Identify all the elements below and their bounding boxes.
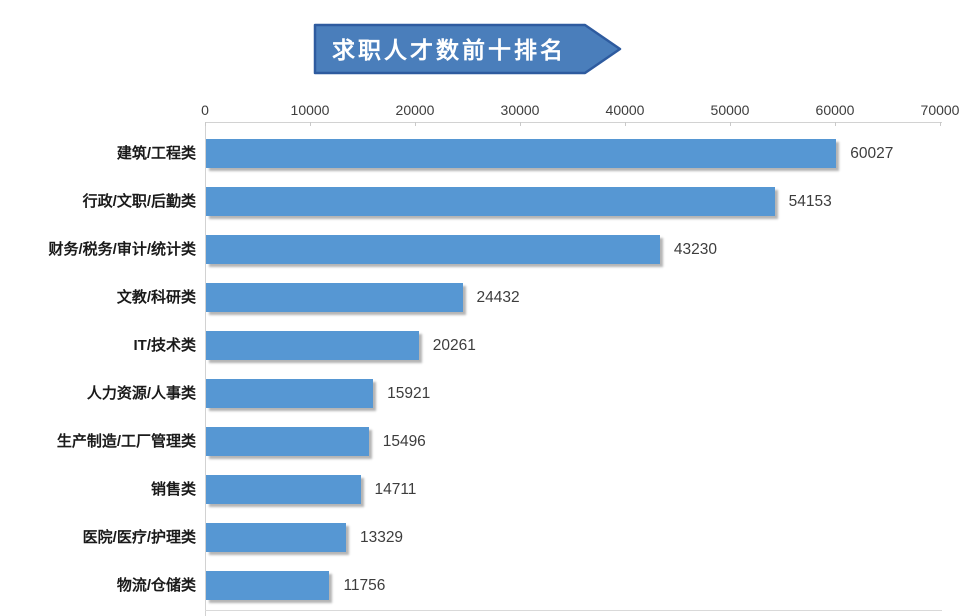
bar: [206, 331, 419, 360]
x-tick-mark: [835, 122, 836, 126]
x-tick-label: 10000: [290, 102, 330, 118]
x-tick-label: 70000: [920, 102, 960, 118]
y-axis-line: [205, 122, 206, 616]
x-tick-label: 50000: [710, 102, 750, 118]
bar-row: 24432: [206, 274, 941, 322]
x-tick-label: 0: [201, 102, 209, 118]
x-tick-mark: [520, 122, 521, 126]
x-tick-mark: [625, 122, 626, 126]
bar-row: 13329: [206, 514, 941, 562]
x-tick-mark: [310, 122, 311, 126]
plot-bottom-line: [205, 610, 942, 611]
plot-area: 60027 54153 43230 24432 20261 15921 15496 14711…: [206, 130, 941, 610]
category-label: 医院/医疗/护理类: [82, 529, 196, 546]
bar: [206, 523, 346, 552]
x-tick-label: 40000: [605, 102, 645, 118]
x-tick-mark: [940, 122, 941, 126]
value-label: 54153: [788, 193, 832, 210]
value-label: 11756: [343, 577, 386, 594]
bar: [206, 235, 660, 264]
x-tick-label: 60000: [815, 102, 855, 118]
x-axis-line: [205, 122, 942, 123]
bar-row: 43230: [206, 226, 941, 274]
bar: [206, 187, 775, 216]
category-label: 销售类: [150, 481, 196, 498]
value-label: 15496: [382, 433, 426, 450]
bar: [206, 475, 361, 504]
bar: [206, 427, 369, 456]
banner-arrow-polygon: [313, 23, 622, 75]
category-label: 文教/科研类: [116, 289, 196, 306]
x-tick-mark: [205, 122, 206, 126]
x-tick-mark: [415, 122, 416, 126]
x-tick-mark: [730, 122, 731, 126]
value-label: 24432: [476, 289, 520, 306]
category-label: IT/技术类: [133, 337, 197, 354]
value-label: 20261: [432, 337, 476, 354]
category-label: 财务/税务/审计/统计类: [48, 241, 196, 258]
bar-row: 15921: [206, 370, 941, 418]
bar: [206, 571, 330, 600]
value-label: 15921: [387, 385, 431, 402]
x-tick-label: 30000: [500, 102, 540, 118]
bar-row: 15496: [206, 418, 941, 466]
category-label: 生产制造/工厂管理类: [56, 433, 196, 450]
category-label: 人力资源/人事类: [86, 385, 196, 402]
category-label: 行政/文职/后勤类: [82, 193, 196, 210]
bar-row: 54153: [206, 178, 941, 226]
bar-row: 14711: [206, 466, 941, 514]
bar-row: 11756: [206, 562, 941, 610]
value-label: 14711: [374, 481, 417, 498]
value-label: 13329: [359, 529, 404, 546]
bar-row: 60027: [206, 130, 941, 178]
bar-row: 20261: [206, 322, 941, 370]
banner-arrow-shape: [313, 23, 622, 75]
value-label: 43230: [673, 241, 718, 258]
category-label: 建筑/工程类: [116, 145, 196, 162]
x-tick-label: 20000: [395, 102, 435, 118]
bar: [206, 139, 837, 168]
chart-title: 求职人才数前十排名: [332, 37, 566, 63]
x-axis-ticks: 0 10000 20000 30000 40000 50000 60000 70000: [201, 102, 959, 120]
bar: [206, 283, 463, 312]
value-label: 60027: [850, 145, 894, 162]
category-label: 物流/仓储类: [116, 577, 196, 594]
bar: [206, 379, 374, 408]
chart-title-banner: 求职人才数前十排名: [313, 22, 625, 76]
